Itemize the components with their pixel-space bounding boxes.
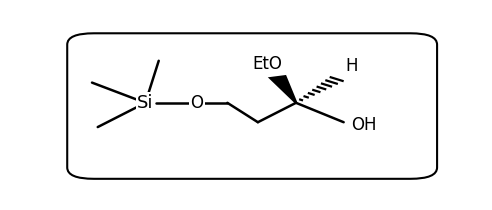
Text: EtO: EtO <box>252 55 282 73</box>
Text: H: H <box>345 57 358 75</box>
Text: Si: Si <box>137 94 154 112</box>
Polygon shape <box>268 75 298 103</box>
Text: OH: OH <box>351 117 377 134</box>
Text: O: O <box>190 94 203 112</box>
